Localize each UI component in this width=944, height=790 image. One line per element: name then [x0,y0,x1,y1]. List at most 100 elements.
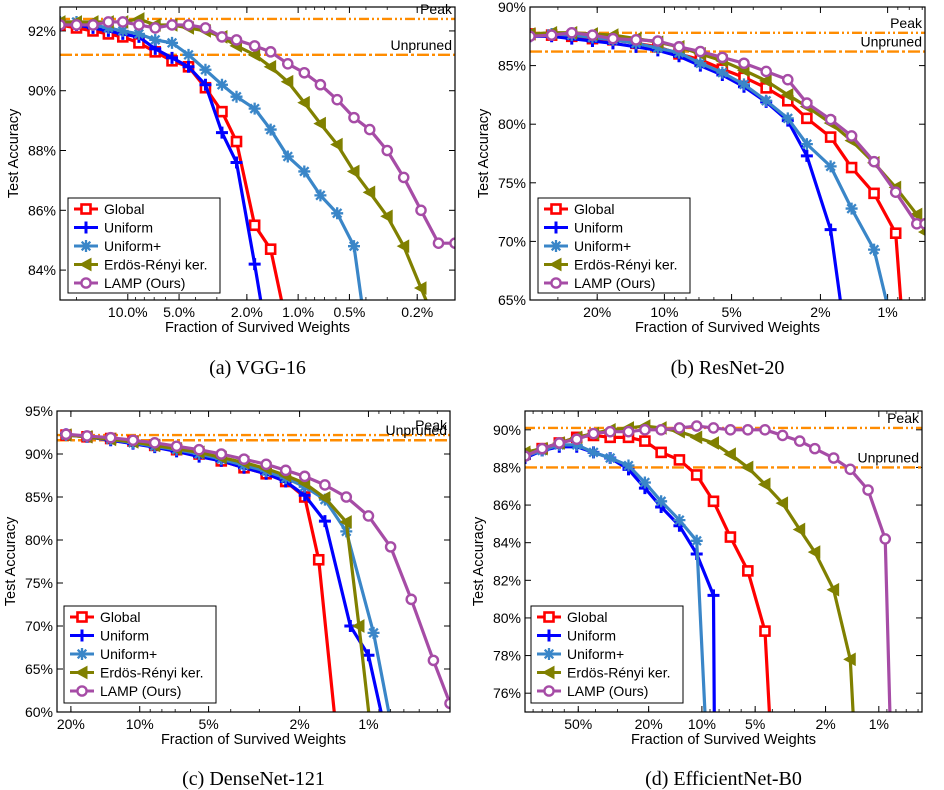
legend-label: Global [100,609,140,625]
x-tick-label: 2.0% [231,304,263,320]
series-group [525,419,892,712]
data-point [199,63,212,76]
data-point [639,435,651,447]
y-tick-label: 80% [493,610,521,626]
data-point [889,329,901,341]
data-point [385,749,397,761]
x-axis-label: Fraction of Survived Weights [165,320,350,336]
legend-label: Global [574,201,614,217]
data-point [742,565,754,577]
data-point [742,424,754,436]
legend-label: Uniform+ [574,238,631,254]
data-point [60,428,72,441]
data-point [630,34,642,46]
data-point [279,464,292,477]
data-point [724,531,737,543]
data-point [362,649,375,662]
legend-label: Global [567,609,607,625]
subfigure-caption: (b) ResNet-20 [671,357,785,379]
data-point [740,460,754,475]
data-point [367,626,380,639]
data-point [673,46,686,59]
data-point [844,463,857,476]
data-point [845,202,858,215]
data-point [334,751,343,760]
y-tick-label: 86% [493,497,521,513]
reference-label-unpruned: Unpruned [861,34,923,50]
data-point [809,442,821,455]
data-point [248,102,261,115]
data-point [313,116,326,131]
data-point [351,619,365,633]
data-point [781,73,794,86]
data-point [263,59,277,74]
x-tick-label: 1.0% [282,304,314,320]
data-point [281,150,294,163]
legend-marker [543,629,555,642]
data-point [102,21,115,34]
reference-label-peak: Peak [415,417,448,433]
y-tick-label: 78% [493,648,521,664]
data-point [781,112,794,125]
data-point [166,36,179,49]
data-point [690,469,703,481]
data-point [230,34,243,46]
legend-marker [74,665,88,680]
data-point [760,65,772,78]
y-tick-label: 80% [25,532,53,548]
chart-d: 76% 78% 80% 82% 84% 86% 88% 90% 50% 20% 10% 5% 2% 1% P… [471,410,923,790]
data-point [607,32,619,45]
legend-marker [76,685,88,697]
data-point [775,496,789,511]
data-point [347,240,360,253]
y-tick-label: 70% [498,233,526,249]
x-tick-label: 0.2% [401,304,433,320]
legend-label: LAMP (Ours) [567,683,648,699]
legend-label: Uniform+ [104,238,161,254]
legend-marker [550,203,562,215]
y-tick-label: 82% [493,572,521,588]
data-point [432,237,445,249]
x-axis-label: Fraction of Survived Weights [161,732,346,748]
legend-marker [550,221,562,234]
legend-label: LAMP (Ours) [100,683,181,699]
series-line-Uniform+ [60,20,364,300]
data-point [318,515,331,528]
data-point [909,207,923,222]
data-point [116,16,129,28]
x-tick-label: 20% [57,716,85,732]
data-point [199,78,212,91]
data-point [824,223,837,236]
y-axis-label: Test Accuracy [471,516,487,606]
legend-marker [543,685,555,697]
data-point [800,149,813,162]
legend-marker [541,665,555,680]
data-point [182,60,195,73]
y-axis-label: Test Accuracy [6,108,22,198]
data-point [553,437,566,449]
data-point [427,654,440,667]
data-point [800,138,813,151]
legend-label: Global [104,201,144,217]
data-point [319,479,331,491]
data-point [716,51,729,64]
data-point [312,553,325,566]
data-point [380,209,393,224]
data-point [215,448,228,460]
data-point [199,22,212,34]
data-point [759,73,772,88]
x-tick-label: 10% [126,716,154,732]
y-tick-label: 60% [25,704,53,720]
series-line-Erdös-Rényi ker. [65,433,371,712]
x-tick-label: 0.5% [333,304,365,320]
data-point [707,422,720,434]
y-tick-label: 92% [28,23,56,39]
data-point [364,354,376,366]
y-tick-label: 90% [25,446,53,462]
reference-label-unpruned: Unpruned [391,37,453,53]
data-point [655,495,668,508]
data-point [314,78,327,91]
data-point [264,46,277,58]
legend-marker [543,648,555,660]
data-point [248,258,261,271]
